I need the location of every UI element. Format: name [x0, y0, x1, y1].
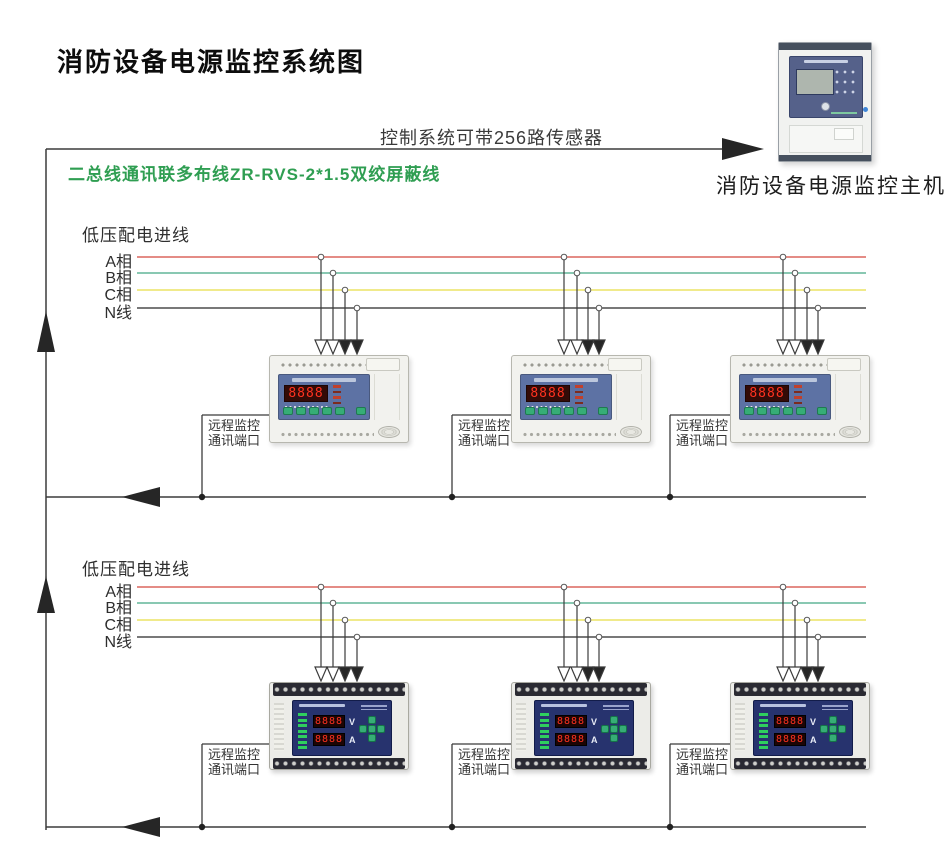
riser-up-arrow [37, 576, 55, 613]
tap-arrow-filled [592, 666, 606, 683]
tap-arrow-hollow [326, 339, 340, 356]
tap-arrow-hollow [314, 339, 328, 356]
tap-node [595, 633, 603, 641]
tap-node [814, 633, 822, 641]
tap-node [814, 304, 822, 312]
tap-node [341, 286, 349, 294]
tap-arrow-hollow [788, 666, 802, 683]
tap-node [353, 304, 361, 312]
tap-arrow-hollow [570, 339, 584, 356]
tap-arrow-filled [811, 339, 825, 356]
junction-dot [666, 823, 674, 831]
tap-node [341, 616, 349, 624]
tap-node [329, 269, 337, 277]
tap-arrow-filled [800, 666, 814, 683]
tap-node [317, 253, 325, 261]
tap-node [584, 616, 592, 624]
tap-arrow-filled [581, 666, 595, 683]
tap-node [329, 599, 337, 607]
tap-node [779, 253, 787, 261]
junction-dot [198, 823, 206, 831]
tap-arrow-filled [811, 666, 825, 683]
tap-arrow-filled [800, 339, 814, 356]
tap-arrow-hollow [326, 666, 340, 683]
junction-dot [448, 493, 456, 501]
riser-up-arrow [37, 311, 55, 352]
tap-node [353, 633, 361, 641]
tap-node [803, 616, 811, 624]
tap-node [595, 304, 603, 312]
tap-arrow-hollow [788, 339, 802, 356]
tap-node [779, 583, 787, 591]
tap-node [317, 583, 325, 591]
tap-node [584, 286, 592, 294]
tap-node [560, 253, 568, 261]
tap-arrow-hollow [570, 666, 584, 683]
tap-node [803, 286, 811, 294]
bus-left-arrow [122, 817, 160, 837]
junction-dot [666, 493, 674, 501]
tap-node [573, 599, 581, 607]
tap-arrow-hollow [776, 666, 790, 683]
tap-node [791, 269, 799, 277]
tap-arrow-filled [338, 666, 352, 683]
bus-left-arrow [122, 487, 160, 507]
tap-arrow-filled [581, 339, 595, 356]
junction-dot [198, 493, 206, 501]
tap-arrow-filled [350, 339, 364, 356]
tap-node [560, 583, 568, 591]
arrow-to-host [722, 138, 764, 160]
junction-dot [448, 823, 456, 831]
tap-arrow-hollow [557, 666, 571, 683]
tap-arrow-filled [592, 339, 606, 356]
tap-arrow-hollow [557, 339, 571, 356]
tap-arrow-filled [338, 339, 352, 356]
tap-node [791, 599, 799, 607]
tap-arrow-hollow [776, 339, 790, 356]
tap-arrow-filled [350, 666, 364, 683]
tap-arrow-hollow [314, 666, 328, 683]
tap-node [573, 269, 581, 277]
